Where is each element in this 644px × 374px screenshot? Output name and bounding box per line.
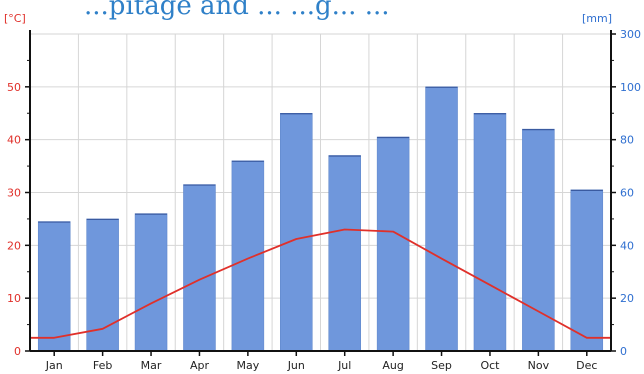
precip-bar-dec	[570, 189, 604, 352]
left-tick-label: 10	[7, 292, 21, 305]
x-tick-label-dec: Dec	[576, 359, 597, 372]
precip-bar-oct	[473, 113, 507, 352]
right-tick-label: 60	[620, 187, 634, 200]
right-tick-label: 80	[620, 134, 634, 147]
precip-bar-nov	[522, 128, 555, 352]
x-tick-label-oct: Oct	[480, 359, 500, 372]
precip-bar-mar	[134, 213, 168, 352]
precip-bar-jun	[280, 113, 313, 352]
temperature-line-group	[31, 228, 610, 339]
left-tick-label: 30	[7, 187, 21, 200]
temperature-line	[31, 228, 610, 339]
right-tick-label: 100	[620, 81, 641, 94]
left-unit-label: [°C]	[4, 12, 26, 25]
precip-bar-aug	[376, 136, 410, 352]
tick-labels: 0 10 20 30 40 50 0 20 40 60 80 100 300 [°C] [mm] Jan Feb…	[4, 12, 641, 372]
left-tick-label: 20	[7, 239, 21, 252]
left-tick-label: 50	[7, 81, 21, 94]
chart-title: ...pitage and ... ...g... ...	[84, 0, 390, 21]
precip-bar-jul	[328, 155, 361, 352]
x-tick-label-jun: Jun	[287, 359, 305, 372]
x-tick-label-may: May	[237, 359, 260, 372]
x-tick-label-feb: Feb	[93, 359, 112, 372]
axes	[25, 30, 616, 356]
right-tick-label: 40	[620, 239, 634, 252]
x-tick-label-apr: Apr	[190, 359, 210, 372]
precip-bar-jan	[37, 221, 71, 352]
x-tick-label-aug: Aug	[382, 359, 403, 372]
x-tick-label-nov: Nov	[528, 359, 550, 372]
x-tick-label-sep: Sep	[431, 359, 452, 372]
left-tick-label: 0	[14, 345, 21, 358]
precip-bar-sep	[425, 86, 458, 352]
precip-bar-may	[231, 160, 265, 352]
x-tick-label-mar: Mar	[141, 359, 162, 372]
right-tick-label: 0	[620, 345, 627, 358]
x-tick-label-jul: Jul	[337, 359, 351, 372]
right-tick-label: 20	[620, 292, 634, 305]
right-unit-label: [mm]	[582, 12, 612, 25]
right-tick-label: 300	[620, 28, 641, 41]
precip-bar-apr	[183, 184, 216, 352]
x-tick-label-jan: Jan	[45, 359, 63, 372]
left-tick-label: 40	[7, 134, 21, 147]
